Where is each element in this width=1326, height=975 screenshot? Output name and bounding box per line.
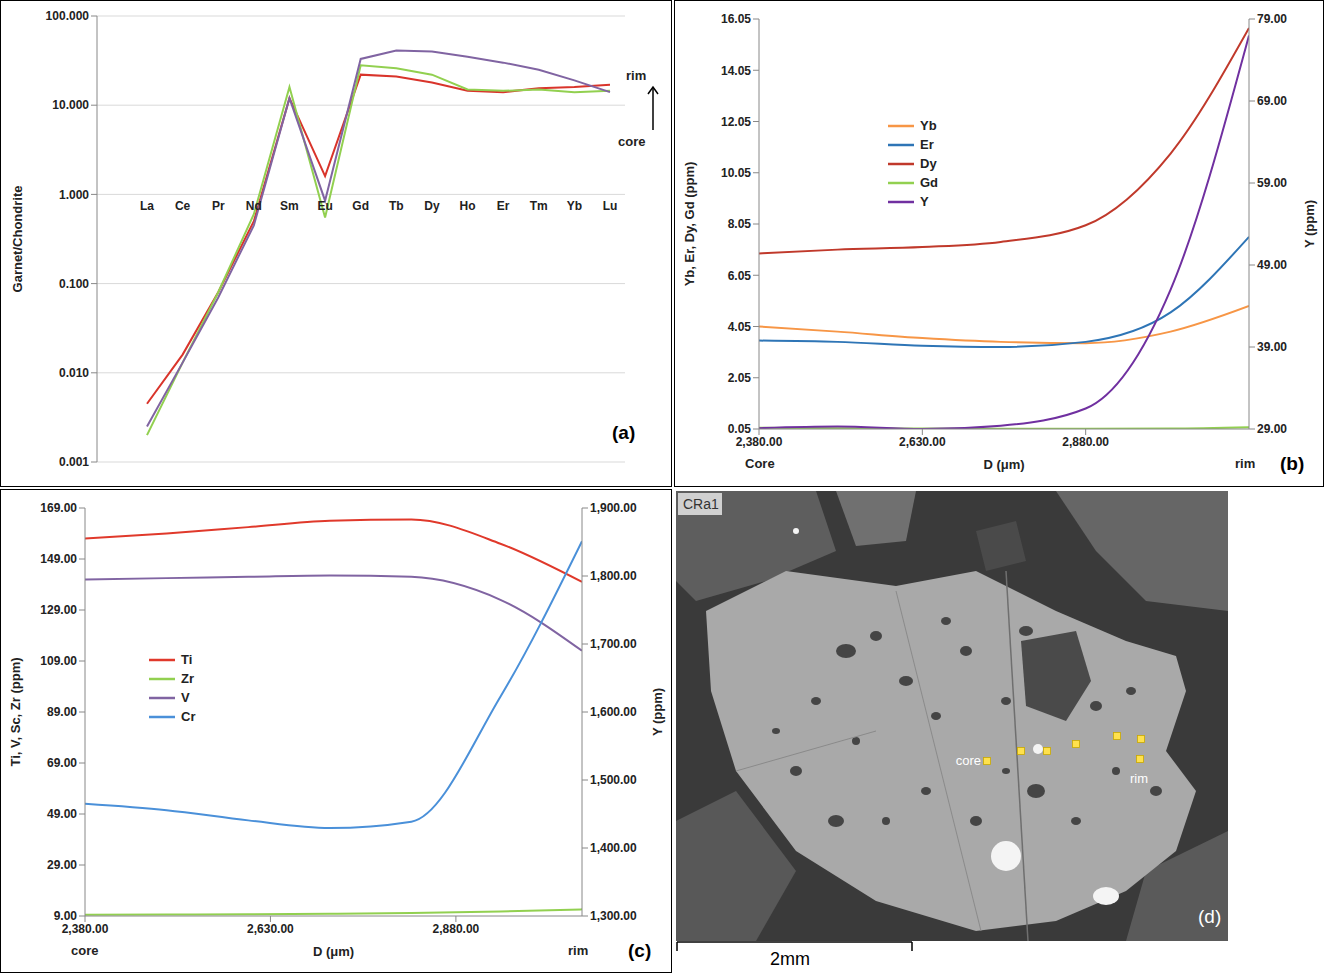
svg-text:Nd: Nd [246, 199, 262, 213]
svg-text:14.05: 14.05 [721, 64, 751, 78]
svg-text:Gd: Gd [352, 199, 369, 213]
html-text:Dy: Dy [920, 156, 937, 171]
html-text:rim: rim [1235, 456, 1256, 471]
svg-text:2,630.00: 2,630.00 [899, 435, 946, 449]
svg-text:69.00: 69.00 [1257, 94, 1287, 108]
html-text:core: core [618, 134, 646, 149]
svg-text:Tb: Tb [389, 199, 404, 213]
svg-text:129.00: 129.00 [40, 603, 77, 617]
html-text:Zr: Zr [181, 671, 194, 686]
svg-text:1.000: 1.000 [59, 188, 89, 202]
svg-text:0.05: 0.05 [728, 422, 752, 436]
svg-text:1,400.00: 1,400.00 [590, 841, 637, 855]
html-text:Y: Y [920, 194, 929, 209]
svg-text:49.00: 49.00 [1257, 258, 1287, 272]
svg-text:10.000: 10.000 [52, 98, 89, 112]
svg-text:2,380.00: 2,380.00 [62, 922, 109, 936]
svg-text:La: La [140, 199, 154, 213]
svg-text:Sm: Sm [280, 199, 299, 213]
html-text:Ti: Ti [181, 652, 193, 667]
svg-text:rim: rim [1130, 771, 1148, 786]
svg-text:89.00: 89.00 [47, 705, 77, 719]
svg-text:12.05: 12.05 [721, 115, 751, 129]
svg-text:29.00: 29.00 [47, 858, 77, 872]
html-text:rim: rim [626, 68, 647, 83]
svg-text:2,880.00: 2,880.00 [433, 922, 480, 936]
svg-text:Ce: Ce [175, 199, 191, 213]
svg-text:69.00: 69.00 [47, 756, 77, 770]
svg-text:100.000: 100.000 [46, 9, 90, 23]
svg-text:2,880.00: 2,880.00 [1062, 435, 1109, 449]
svg-text:Er: Er [497, 199, 510, 213]
svg-text:1,300.00: 1,300.00 [590, 909, 637, 923]
svg-text:Dy: Dy [424, 199, 440, 213]
svg-text:0.100: 0.100 [59, 277, 89, 291]
svg-text:29.00: 29.00 [1257, 422, 1287, 436]
svg-text:D (μm): D (μm) [983, 457, 1024, 472]
svg-text:Garnet/Chondrite: Garnet/Chondrite [10, 186, 25, 293]
html-text:(c): (c) [628, 940, 652, 961]
svg-text:4.05: 4.05 [728, 320, 752, 334]
svg-text:(d): (d) [1198, 906, 1221, 927]
svg-text:Pr: Pr [212, 199, 225, 213]
svg-text:2,380.00: 2,380.00 [736, 435, 783, 449]
svg-text:CRa1: CRa1 [683, 496, 719, 512]
html-text:(b): (b) [1280, 453, 1305, 474]
svg-text:109.00: 109.00 [40, 654, 77, 668]
svg-text:79.00: 79.00 [1257, 12, 1287, 26]
svg-text:59.00: 59.00 [1257, 176, 1287, 190]
svg-text:149.00: 149.00 [40, 552, 77, 566]
svg-text:core: core [956, 753, 981, 768]
svg-text:0.010: 0.010 [59, 366, 89, 380]
svg-text:39.00: 39.00 [1257, 340, 1287, 354]
svg-text:Tm: Tm [530, 199, 548, 213]
svg-text:1,700.00: 1,700.00 [590, 637, 637, 651]
html-text:(a): (a) [612, 422, 636, 443]
svg-text:Yb, Er, Dy, Gd (ppm): Yb, Er, Dy, Gd (ppm) [682, 162, 697, 287]
svg-text:8.05: 8.05 [728, 217, 752, 231]
svg-text:Y (ppm): Y (ppm) [1302, 200, 1317, 248]
html-text:core: core [71, 943, 99, 958]
svg-text:2.05: 2.05 [728, 371, 752, 385]
svg-text:Eu: Eu [317, 199, 332, 213]
svg-text:Y (ppm): Y (ppm) [650, 688, 665, 736]
html-text:Core: Core [745, 456, 775, 471]
svg-text:Ti, V, Sc, Zr (ppm): Ti, V, Sc, Zr (ppm) [8, 657, 23, 766]
svg-text:10.05: 10.05 [721, 166, 751, 180]
svg-text:1,500.00: 1,500.00 [590, 773, 637, 787]
svg-text:49.00: 49.00 [47, 807, 77, 821]
svg-text:Yb: Yb [567, 199, 582, 213]
svg-text:Lu: Lu [603, 199, 618, 213]
svg-text:2,630.00: 2,630.00 [247, 922, 294, 936]
html-text:Gd: Gd [920, 175, 939, 190]
html-text:Yb: Yb [920, 118, 937, 133]
html-text:rim: rim [568, 943, 589, 958]
svg-text:0.001: 0.001 [59, 455, 89, 469]
svg-text:1,800.00: 1,800.00 [590, 569, 637, 583]
html-text:Cr: Cr [181, 709, 196, 724]
svg-text:1,900.00: 1,900.00 [590, 501, 637, 515]
svg-text:D (μm): D (μm) [313, 944, 354, 959]
svg-text:6.05: 6.05 [728, 269, 752, 283]
svg-text:Ho: Ho [460, 199, 476, 213]
svg-text:9.00: 9.00 [54, 909, 78, 923]
html-text:2mm: 2mm [770, 949, 810, 969]
svg-text:169.00: 169.00 [40, 501, 77, 515]
svg-text:16.05: 16.05 [721, 12, 751, 26]
html-text:V: V [181, 690, 190, 705]
svg-text:1,600.00: 1,600.00 [590, 705, 637, 719]
html-text:Er: Er [920, 137, 934, 152]
